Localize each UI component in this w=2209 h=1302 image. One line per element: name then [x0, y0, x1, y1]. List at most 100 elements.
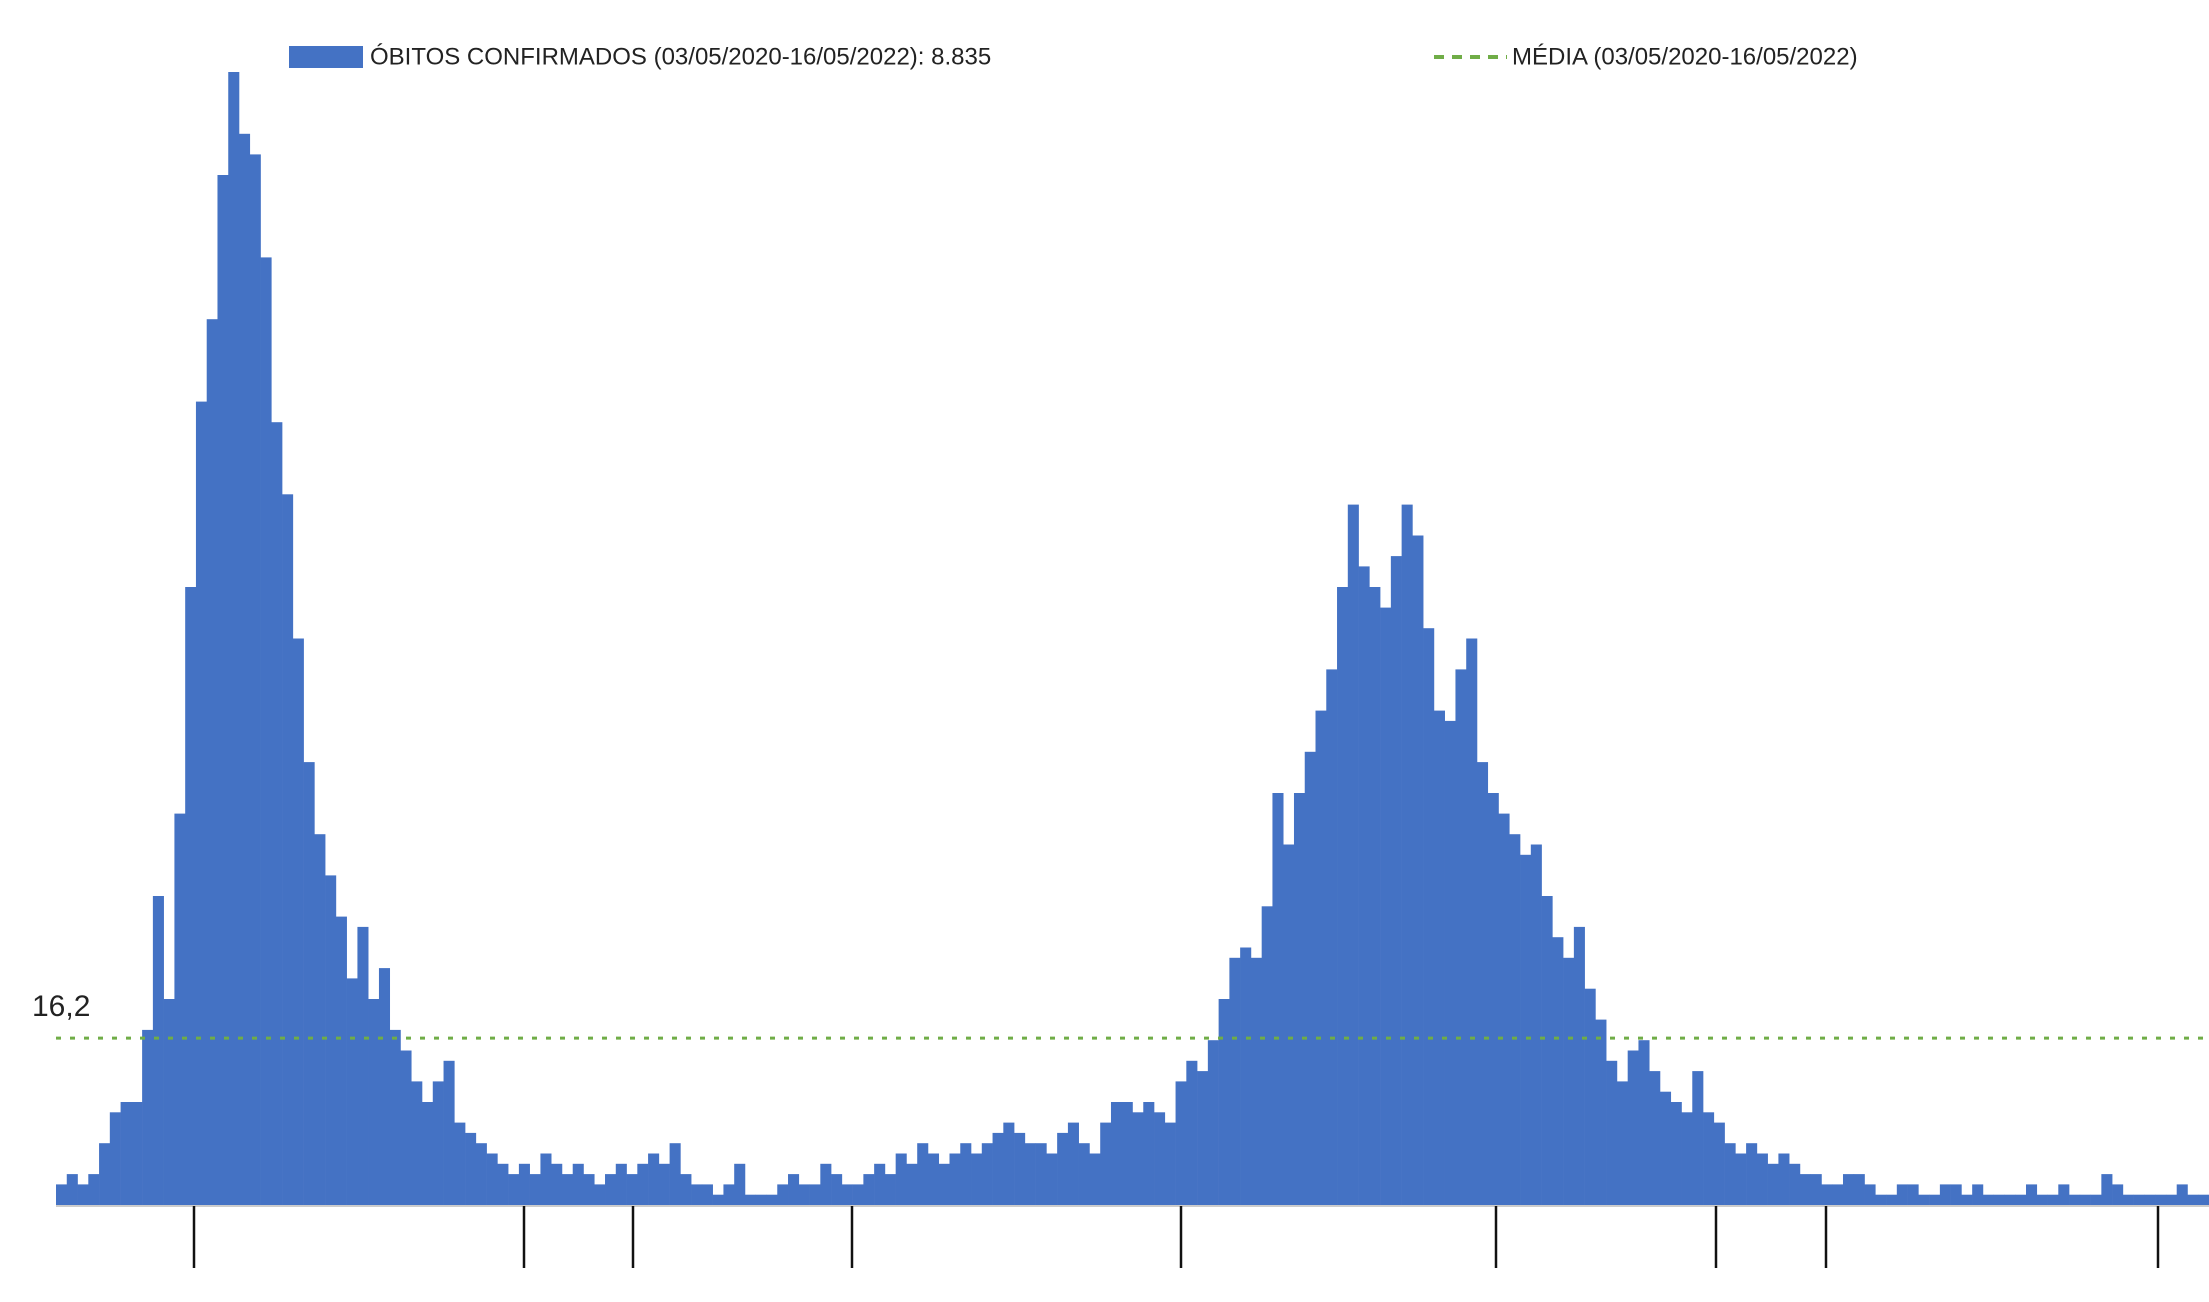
- bar: [1207, 1040, 1219, 1205]
- bar: [884, 1174, 896, 1205]
- bar: [820, 1163, 832, 1205]
- bar: [282, 494, 294, 1205]
- bar: [1724, 1143, 1736, 1205]
- bar: [422, 1102, 434, 1205]
- bar: [798, 1184, 810, 1205]
- bar: [658, 1163, 670, 1205]
- bar: [1520, 854, 1532, 1205]
- bar: [1293, 793, 1306, 1205]
- bar: [1455, 669, 1467, 1205]
- bar: [2112, 1184, 2124, 1205]
- bar: [152, 896, 164, 1205]
- bar: [1509, 834, 1521, 1205]
- bar: [1606, 1060, 1618, 1205]
- bar: [1799, 1174, 1811, 1205]
- bar: [1132, 1112, 1144, 1205]
- bar: [2198, 1194, 2209, 1205]
- bar: [1466, 638, 1478, 1205]
- bar: [518, 1163, 530, 1205]
- bar: [195, 401, 208, 1206]
- bar: [1412, 535, 1424, 1205]
- bar: [1842, 1174, 1855, 1205]
- bar: [766, 1194, 778, 1205]
- bar: [680, 1174, 692, 1205]
- legend-label: MÉDIA (03/05/2020-16/05/2022): [1512, 43, 1858, 70]
- bar: [1229, 957, 1241, 1205]
- bar: [497, 1163, 509, 1205]
- bar: [1380, 607, 1392, 1205]
- bar: [2015, 1194, 2027, 1205]
- bar: [1681, 1112, 1693, 1205]
- bar: [2165, 1194, 2178, 1205]
- bar: [465, 1132, 477, 1205]
- bar: [1197, 1071, 1209, 1205]
- bar: [723, 1184, 735, 1205]
- bar: [551, 1163, 563, 1205]
- bar: [1003, 1122, 1015, 1205]
- bar: [701, 1184, 713, 1205]
- bar: [1832, 1184, 1844, 1205]
- bar: [1886, 1194, 1898, 1205]
- bar: [2058, 1184, 2070, 1205]
- bar: [508, 1174, 520, 1205]
- bar: [314, 834, 326, 1205]
- bar: [949, 1153, 961, 1205]
- legend-swatch: [289, 46, 363, 68]
- bar: [1982, 1194, 1994, 1205]
- bar: [1821, 1184, 1833, 1205]
- bar: [744, 1194, 757, 1205]
- bar: [1444, 720, 1456, 1205]
- bar: [1810, 1174, 1822, 1205]
- bar: [841, 1184, 853, 1205]
- bar: [971, 1153, 983, 1205]
- bar: [960, 1143, 972, 1205]
- bar: [734, 1163, 746, 1205]
- bar: [1078, 1143, 1090, 1205]
- bar: [1164, 1122, 1176, 1205]
- bar: [357, 926, 369, 1205]
- bar: [809, 1184, 821, 1205]
- bar: [2079, 1194, 2091, 1205]
- bar: [2101, 1174, 2113, 1205]
- bar: [669, 1143, 681, 1205]
- bar: [260, 257, 272, 1205]
- bar: [2122, 1194, 2134, 1205]
- bar: [626, 1174, 638, 1205]
- bar: [1390, 556, 1402, 1205]
- bar: [271, 422, 283, 1205]
- bar: [1358, 566, 1370, 1205]
- bar: [852, 1184, 864, 1205]
- bar: [432, 1081, 444, 1205]
- bar: [1175, 1081, 1187, 1205]
- bar: [1530, 844, 1542, 1205]
- legend-label: ÓBITOS CONFIRMADOS (03/05/2020-16/05/202…: [370, 43, 991, 70]
- bar: [712, 1194, 724, 1205]
- bar: [1875, 1194, 1887, 1205]
- bar: [131, 1102, 143, 1205]
- bar: [1563, 957, 1575, 1205]
- bar: [346, 978, 358, 1205]
- bar: [1929, 1194, 1941, 1205]
- bar: [1433, 710, 1445, 1205]
- bar: [1939, 1184, 1951, 1205]
- bar: [540, 1153, 552, 1205]
- bar: [56, 1184, 68, 1205]
- bar: [1154, 1112, 1166, 1205]
- bar: [1616, 1081, 1628, 1205]
- bar: [1552, 937, 1564, 1205]
- bar: [992, 1132, 1004, 1205]
- bar: [572, 1163, 584, 1205]
- bar: [1692, 1071, 1704, 1205]
- bar: [1046, 1153, 1058, 1205]
- bar: [1853, 1174, 1865, 1205]
- bar: [1218, 999, 1230, 1205]
- bar: [1864, 1184, 1876, 1205]
- bar: [1110, 1102, 1123, 1205]
- bar: [1746, 1143, 1758, 1205]
- bar: [637, 1163, 649, 1205]
- bar: [615, 1163, 627, 1205]
- bar: [174, 813, 186, 1205]
- bar: [1950, 1184, 1962, 1205]
- bar: [2036, 1194, 2048, 1205]
